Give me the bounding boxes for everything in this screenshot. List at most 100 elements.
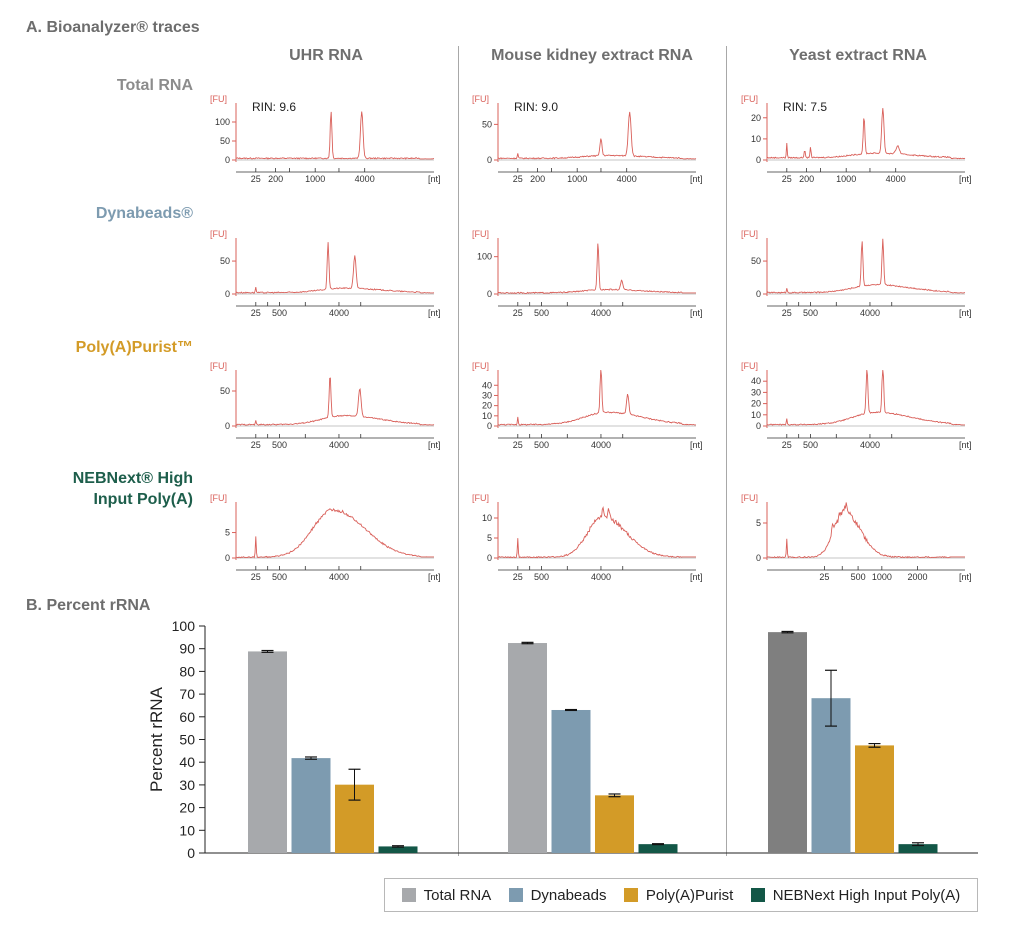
trace-y-tick-label: 50 [220,136,230,146]
trace-x-tick-label: 500 [803,308,818,318]
trace-panel-1-1: [FU] 0 100 25 500 4000 [nt] [472,229,703,318]
trace-y-tick-label: 50 [220,386,230,396]
nt-unit-label: [nt] [428,440,441,450]
trace-line [235,242,435,294]
trace-panel-0-1: [FU] 0 50 25 200 1000 4000 [nt] RIN: 9.0 [472,94,703,184]
trace-x-tick-label: 25 [513,308,523,318]
nt-unit-label: [nt] [690,572,703,582]
trace-panel-2-0: [FU] 0 50 25 500 4000 [nt] [210,361,441,450]
fu-unit-label: [FU] [210,94,227,104]
nt-unit-label: [nt] [959,174,972,184]
section-a-title: A. Bioanalyzer® traces [26,19,200,36]
nt-unit-label: [nt] [428,572,441,582]
row-label-nebnext-line-2: Input Poly(A) [93,491,193,508]
column-title-yeast: Yeast extract RNA [789,47,927,64]
trace-y-tick-label: 10 [482,411,492,421]
fu-unit-label: [FU] [210,229,227,239]
trace-line [497,243,696,295]
trace-x-tick-label: 200 [799,174,814,184]
trace-x-tick-label: 500 [534,308,549,318]
trace-x-tick-label: 500 [803,440,818,450]
rin-label: RIN: 9.0 [514,100,558,114]
trace-line [235,111,435,160]
section-b-title: B. Percent rRNA [26,597,151,614]
trace-x-tick-label: 25 [513,174,523,184]
trace-y-tick-label: 10 [751,410,761,420]
bar-3-1 [638,844,678,853]
row-label-nebnext: NEBNext® High Input Poly(A) [3,468,193,510]
trace-y-tick-label: 20 [751,113,761,123]
trace-x-tick-label: 500 [272,440,287,450]
fu-unit-label: [FU] [741,361,758,371]
trace-x-tick-label: 25 [782,174,792,184]
fu-unit-label: [FU] [210,361,227,371]
trace-y-tick-label: 0 [756,155,761,165]
trace-x-tick-label: 1000 [872,572,892,582]
legend-item-dynabeads: Dynabeads [508,887,606,904]
nt-unit-label: [nt] [959,440,972,450]
bar-2-2 [855,745,894,853]
trace-panel-3-0: [FU] 0 5 25 500 4000 [nt] [210,493,441,582]
trace-x-tick-label: 200 [268,174,283,184]
fu-unit-label: [FU] [210,493,227,503]
row-label-total-rna: Total RNA [116,77,193,94]
trace-x-tick-label: 500 [534,572,549,582]
fu-unit-label: [FU] [472,493,489,503]
fu-unit-label: [FU] [741,493,758,503]
trace-y-tick-label: 50 [751,256,761,266]
trace-y-tick-label: 20 [482,401,492,411]
bar-y-tick-label: 80 [179,663,195,679]
bar-0-0 [248,651,287,853]
legend-swatch-dynabeads [508,888,523,902]
fu-unit-label: [FU] [472,229,489,239]
trace-x-tick-label: 4000 [329,572,349,582]
trace-panel-3-1: [FU] 0 5 10 25 500 4000 [nt] [472,493,703,582]
legend-swatch-total-rna [401,888,416,902]
bar-y-tick-label: 20 [179,800,195,816]
trace-panel-0-0: [FU] 0 50 100 25 200 1000 4000 [nt] RIN: 9.6 [210,94,441,184]
trace-line [766,238,966,294]
bar-1-1 [551,709,591,853]
bar-0-2 [768,632,807,853]
trace-line [766,369,965,426]
trace-line [497,506,696,559]
percent-rrna-bar-chart: 0 10 20 30 40 50 60 70 80 90 100 Percent rRNA [147,618,978,861]
trace-x-tick-label: 200 [530,174,545,184]
bar-y-tick-label: 40 [179,754,195,770]
trace-x-tick-label: 4000 [591,572,611,582]
nt-unit-label: [nt] [959,308,972,318]
trace-line [235,377,435,426]
bar-y-tick-label: 0 [187,845,195,861]
trace-panel-3-2: [FU] 0 5 25 500 1000 2000 [nt] [741,493,972,582]
row-label-polyapurist: Poly(A)Purist™ [75,339,193,356]
legend-label-total-rna: Total RNA [423,886,492,904]
trace-x-tick-label: 25 [782,440,792,450]
bar-3-0 [378,846,418,853]
trace-y-tick-label: 5 [225,528,230,538]
bar-y-tick-label: 100 [172,618,196,634]
bar-y-axis-label: Percent rRNA [147,686,166,792]
trace-y-tick-label: 20 [751,399,761,409]
trace-y-tick-label: 5 [756,518,761,528]
trace-line [497,111,697,160]
trace-x-tick-label: 4000 [355,174,375,184]
trace-y-tick-label: 0 [756,553,761,563]
column-divider-2 [726,46,727,856]
fu-unit-label: [FU] [472,94,489,104]
trace-x-tick-label: 25 [251,572,261,582]
trace-line [497,369,696,426]
bar-3-2 [898,844,938,853]
trace-x-tick-label: 25 [782,308,792,318]
fu-unit-label: [FU] [472,361,489,371]
trace-y-tick-label: 0 [225,553,230,563]
trace-line [235,508,434,559]
trace-y-tick-label: 10 [751,134,761,144]
trace-y-tick-label: 0 [225,155,230,165]
nt-unit-label: [nt] [428,174,441,184]
nt-unit-label: [nt] [690,174,703,184]
trace-x-tick-label: 500 [272,308,287,318]
trace-x-tick-label: 25 [251,440,261,450]
trace-x-tick-label: 4000 [591,440,611,450]
trace-y-tick-label: 30 [482,390,492,400]
